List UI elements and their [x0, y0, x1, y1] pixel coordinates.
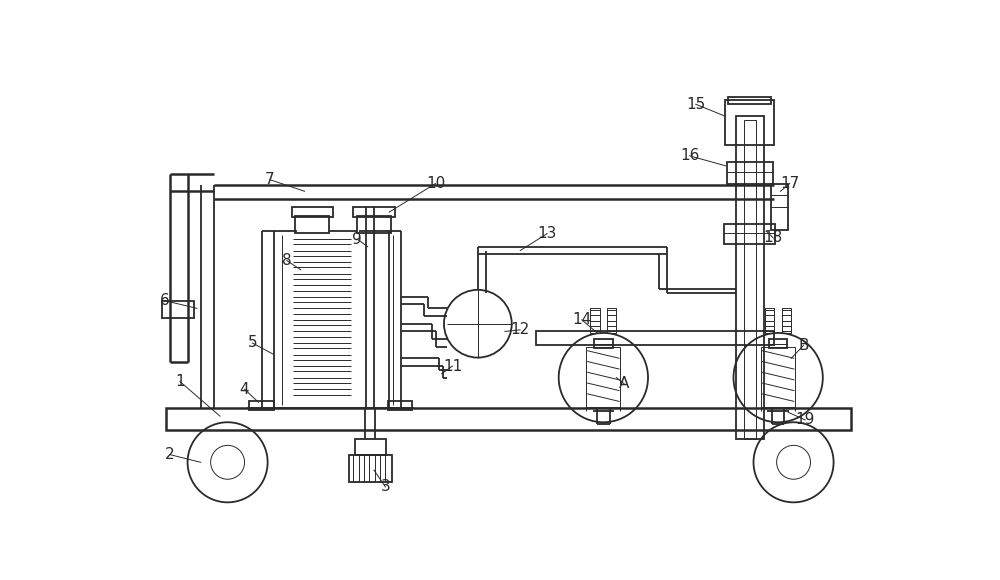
Bar: [728, 96, 771, 104]
Text: 13: 13: [537, 226, 557, 241]
Bar: [761, 347, 795, 408]
Bar: [162, 300, 194, 317]
Bar: [727, 162, 773, 183]
Bar: [765, 309, 774, 333]
Bar: [355, 439, 386, 455]
Bar: [295, 216, 329, 233]
Bar: [725, 100, 774, 145]
Bar: [357, 216, 391, 233]
Bar: [292, 206, 333, 218]
Text: 7: 7: [265, 172, 275, 187]
Bar: [353, 206, 395, 218]
Text: 9: 9: [352, 231, 362, 246]
Bar: [736, 116, 764, 439]
Bar: [594, 339, 613, 349]
Text: 10: 10: [426, 176, 445, 191]
Text: 1: 1: [175, 374, 185, 389]
Bar: [782, 309, 791, 333]
Bar: [607, 309, 616, 333]
Text: 6: 6: [160, 293, 169, 308]
Text: 18: 18: [763, 230, 782, 245]
Bar: [536, 331, 774, 345]
Text: 12: 12: [511, 322, 530, 338]
Text: B: B: [798, 338, 809, 353]
Bar: [388, 401, 412, 410]
Bar: [724, 224, 775, 244]
Text: 11: 11: [443, 358, 462, 374]
Bar: [590, 309, 600, 333]
Text: A: A: [619, 376, 629, 392]
Text: 3: 3: [381, 480, 390, 494]
Text: 8: 8: [282, 253, 292, 268]
Bar: [349, 455, 392, 483]
Text: 14: 14: [572, 313, 591, 327]
Bar: [249, 401, 274, 410]
Bar: [769, 339, 787, 349]
Bar: [586, 347, 620, 408]
Bar: [744, 119, 756, 439]
Text: 17: 17: [780, 176, 799, 191]
Text: 2: 2: [165, 447, 175, 462]
Text: 19: 19: [795, 412, 815, 427]
Text: 16: 16: [680, 148, 699, 164]
Bar: [771, 183, 788, 230]
Text: 4: 4: [240, 382, 249, 397]
Text: 5: 5: [247, 335, 257, 350]
Bar: [166, 408, 851, 430]
Text: 15: 15: [686, 97, 705, 112]
